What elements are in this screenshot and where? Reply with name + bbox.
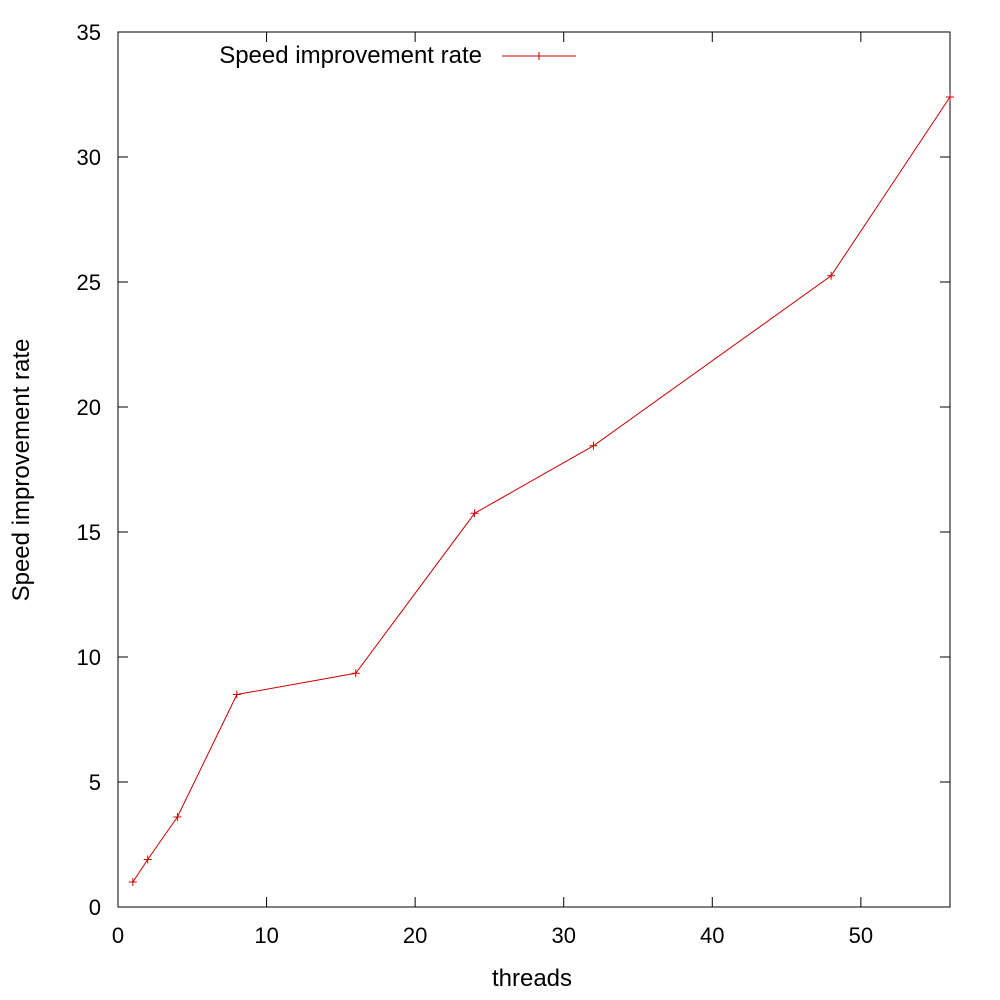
data-point [232,690,241,699]
axis-tick-labels: 0 10 20 30 40 50 0 5 10 15 20 25 30 35 [77,20,874,948]
data-point [173,813,182,821]
x-axis-title: threads [492,965,572,992]
plot-frame [117,31,951,908]
data-point [946,93,954,101]
y-tick-label: 10 [77,645,101,670]
x-tick-label: 10 [254,923,278,948]
data-point [589,441,598,450]
y-tick-label: 30 [77,145,101,170]
x-tick-label: 40 [700,923,724,948]
legend-label: Speed improvement rate [219,42,482,69]
data-point [470,509,479,518]
y-tick-label: 15 [77,520,101,545]
x-tick-label: 30 [551,923,575,948]
y-tick-label: 25 [77,270,101,295]
legend-plus-marker [535,52,543,60]
x-tick-label: 20 [403,923,427,948]
legend: Speed improvement rate [219,42,576,69]
y-tick-label: 35 [77,20,101,45]
x-tick-label: 50 [849,923,873,948]
y-tick-label: 20 [77,395,101,420]
y-axis-title: Speed improvement rate [8,339,35,602]
x-tick-label: 0 [112,923,124,948]
series-line [132,96,951,883]
y-tick-label: 5 [89,770,101,795]
data-point [351,669,360,678]
series-group [128,93,954,886]
legend-marker [535,52,543,60]
axis-ticks [117,31,950,908]
y-tick-label: 0 [89,895,101,920]
data-point [128,878,137,886]
data-point [827,271,836,280]
data-point [143,855,152,864]
